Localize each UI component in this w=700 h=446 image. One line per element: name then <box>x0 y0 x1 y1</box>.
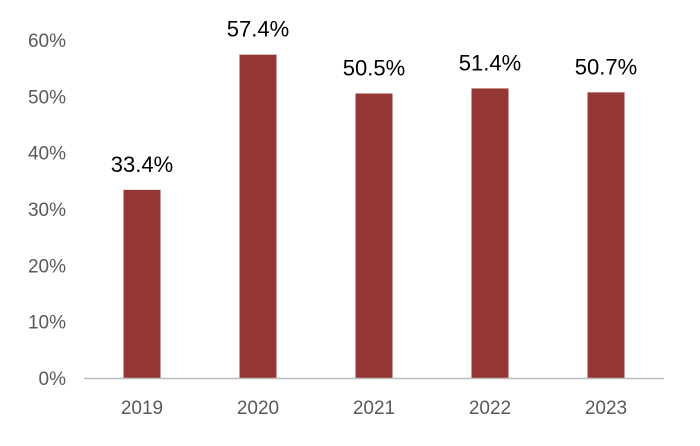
data-label-2021: 50.5% <box>343 56 405 81</box>
y-tick-label: 60% <box>28 31 66 52</box>
y-tick-label: 40% <box>28 144 66 165</box>
x-tick-label: 2019 <box>121 398 163 419</box>
y-axis-tick-labels: 0% 10% 20% 30% 40% 50% 60% <box>28 31 66 390</box>
x-tick-label: 2021 <box>353 398 395 419</box>
bar-2021 <box>355 93 393 379</box>
y-tick-label: 20% <box>28 256 66 277</box>
x-tick-label: 2023 <box>585 398 627 419</box>
bar-2019 <box>123 189 161 378</box>
y-tick-label: 50% <box>28 87 66 108</box>
y-tick-label: 30% <box>28 200 66 221</box>
data-label-2022: 51.4% <box>459 50 521 75</box>
bar-2023 <box>587 92 625 378</box>
data-label-2020: 57.4% <box>227 17 289 42</box>
bar-data-labels: 33.4% 57.4% 50.5% 51.4% 50.7% <box>111 17 637 177</box>
bars <box>123 54 625 379</box>
x-tick-label: 2022 <box>469 398 511 419</box>
bar-2022 <box>471 88 509 379</box>
data-label-2019: 33.4% <box>111 152 173 177</box>
y-tick-label: 0% <box>39 369 67 390</box>
x-tick-label: 2020 <box>237 398 279 419</box>
x-axis-tick-labels: 2019 2020 2021 2022 2023 <box>121 398 627 419</box>
y-tick-label: 10% <box>28 313 66 334</box>
data-label-2023: 50.7% <box>575 54 637 79</box>
bar-2020 <box>239 54 277 378</box>
